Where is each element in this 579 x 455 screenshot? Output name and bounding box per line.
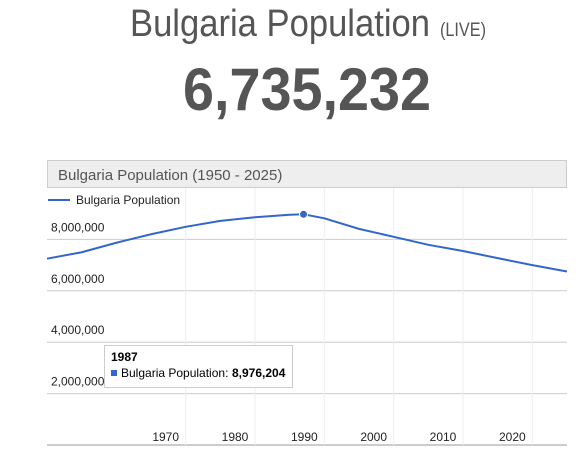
tooltip-series: Bulgaria Population: <box>121 366 228 380</box>
tooltip-swatch <box>111 370 117 376</box>
y-tick-label: 6,000,000 <box>51 272 105 286</box>
y-tick-label: 4,000,000 <box>51 323 105 337</box>
page-title: Bulgaria Population <box>130 3 430 45</box>
y-tick-label: 2,000,000 <box>51 375 105 389</box>
chart-header <box>47 160 567 188</box>
x-tick-label: 2000 <box>360 430 387 444</box>
live-badge: (LIVE) <box>440 20 486 41</box>
legend-label[interactable]: Bulgaria Population <box>76 193 180 207</box>
series-line <box>46 213 568 273</box>
x-tick-label: 1980 <box>222 430 249 444</box>
plot-area: 2,000,000 4,000,000 6,000,000 8,000,000 1970… <box>46 188 568 446</box>
chart-title: Bulgaria Population (1950 - 2025) <box>58 167 282 184</box>
tooltip-value: 8,976,204 <box>232 366 286 380</box>
tooltip-title: 1987 <box>111 350 138 364</box>
population-counter: 6,735,232 <box>183 56 431 123</box>
highlight-point <box>299 209 309 219</box>
y-tick-label: 8,000,000 <box>51 220 105 234</box>
x-tick-label: 2020 <box>499 430 526 444</box>
x-tick-label: 1970 <box>152 430 179 444</box>
tooltip-box <box>104 345 293 388</box>
tooltip: 1987 Bulgaria Population: 8,976,204 <box>104 345 293 388</box>
x-tick-label: 2010 <box>430 430 457 444</box>
x-tick-label: 1990 <box>291 430 318 444</box>
